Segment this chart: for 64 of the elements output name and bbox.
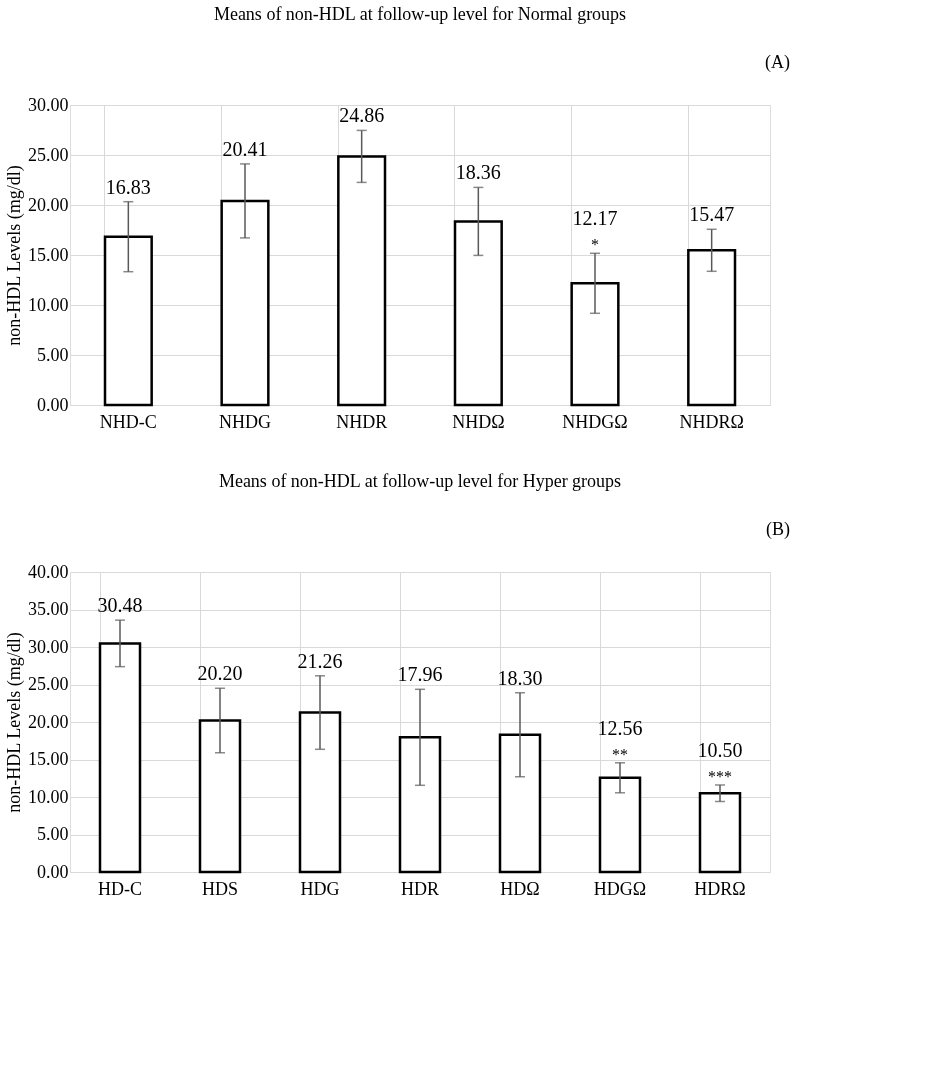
y-tick-label: 20.00 bbox=[28, 194, 69, 215]
chart-title: Means of non-HDL at follow-up level for Normal groups bbox=[213, 4, 627, 24]
y-tick-label: 5.00 bbox=[37, 344, 69, 365]
y-tick-label: 5.00 bbox=[37, 824, 69, 844]
data-label: 20.20 bbox=[197, 662, 243, 685]
x-tick-label: HDG bbox=[300, 878, 340, 899]
y-axis-title: non-HDL Levels (mg/dl) bbox=[4, 165, 25, 346]
y-tick-label: 10.00 bbox=[28, 786, 69, 807]
text: (B) bbox=[766, 519, 790, 540]
data-label: 12.56 bbox=[597, 716, 643, 739]
data-label: 20.41 bbox=[222, 137, 268, 160]
y-tick-label: 40.00 bbox=[28, 561, 69, 582]
bar bbox=[298, 711, 342, 874]
y-axis-title: non-HDL Levels (mg/dl) bbox=[4, 632, 25, 813]
data-label: 18.30 bbox=[497, 666, 543, 689]
y-tick-label: 0.00 bbox=[37, 394, 69, 415]
y-tick-label: 15.00 bbox=[28, 749, 69, 769]
bar bbox=[498, 733, 542, 874]
bar bbox=[337, 155, 387, 407]
x-tick-label: HDRΩ bbox=[694, 878, 746, 899]
x-tick-label: HDR bbox=[400, 878, 440, 899]
data-label: 10.50 bbox=[697, 739, 743, 761]
bar bbox=[103, 235, 153, 407]
bar bbox=[220, 199, 270, 407]
y-tick-label: 30.00 bbox=[28, 636, 69, 657]
annotation: ** bbox=[612, 745, 628, 763]
x-tick-label: NHDΩ bbox=[452, 411, 505, 432]
x-tick-label: NHD-C bbox=[99, 411, 157, 432]
y-tick-label: 20.00 bbox=[28, 711, 69, 732]
x-tick-label: NHDR bbox=[336, 411, 388, 432]
data-label: 21.26 bbox=[297, 649, 343, 672]
x-tick-label: HD-C bbox=[98, 878, 142, 899]
x-tick-label: HDΩ bbox=[500, 878, 540, 899]
y-tick-label: 10.00 bbox=[28, 294, 69, 315]
annotation: * bbox=[591, 236, 599, 253]
y-tick-label: 15.00 bbox=[28, 244, 69, 265]
data-label: 30.48 bbox=[97, 594, 143, 617]
annotation: *** bbox=[708, 768, 732, 785]
y-tick-label: 35.00 bbox=[28, 599, 69, 619]
y-tick-label: 0.00 bbox=[37, 861, 69, 882]
data-label: 18.36 bbox=[455, 161, 501, 184]
data-label: 15.47 bbox=[689, 203, 735, 226]
y-tick-label: 25.00 bbox=[28, 674, 69, 694]
data-label: 12.17 bbox=[572, 207, 618, 230]
bar bbox=[570, 282, 620, 407]
chart-title: Means of non-HDL at follow-up level for Hyper groups bbox=[218, 471, 622, 491]
x-tick-label: NHDRΩ bbox=[679, 411, 744, 432]
bar bbox=[398, 736, 442, 874]
data-label: 24.86 bbox=[339, 104, 385, 127]
bar bbox=[598, 776, 642, 874]
bar bbox=[453, 220, 503, 407]
bar bbox=[698, 792, 742, 874]
text: (A) bbox=[765, 52, 790, 73]
y-tick-label: 30.00 bbox=[28, 94, 69, 115]
bar bbox=[198, 719, 242, 874]
data-label: 17.96 bbox=[397, 663, 443, 686]
bar bbox=[98, 642, 142, 874]
bar bbox=[687, 249, 737, 407]
x-tick-label: NHDGΩ bbox=[562, 411, 628, 432]
x-tick-label: NHDG bbox=[219, 411, 271, 432]
y-tick-label: 25.00 bbox=[28, 144, 69, 165]
x-tick-label: HDGΩ bbox=[593, 878, 647, 899]
data-label: 16.83 bbox=[105, 175, 151, 198]
x-tick-label: HDS bbox=[201, 878, 239, 899]
